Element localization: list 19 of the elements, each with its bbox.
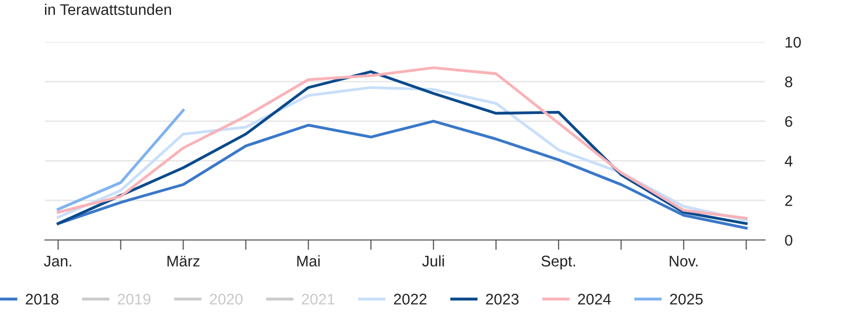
y-tick-label: 6 [785, 116, 792, 127]
y-tick-label: 0 [785, 234, 792, 246]
line-series [56, 120, 748, 230]
y-tick-label: 8 [785, 76, 792, 88]
x-tick-label: Nov. [670, 256, 698, 266]
legend-label: 2022 [394, 294, 426, 305]
x-tick-label: Mai [297, 255, 320, 266]
y-tick-label: 4 [784, 156, 792, 166]
y-tick-label: 2 [785, 195, 792, 206]
x-tick-label: Sept. [541, 256, 576, 270]
legend-label: 2018 [26, 294, 58, 305]
legend-label: 2024 [578, 294, 611, 305]
chart-subtitle: in Terawattstunden [45, 4, 171, 15]
legend-label: 2025 [670, 294, 703, 305]
x-tick-label: März [168, 256, 200, 266]
legend-label: 2023 [486, 294, 519, 305]
x-tick-label: Jan. [44, 256, 72, 266]
x-tick-label: Juli [422, 255, 444, 266]
y-tick-label: 10 [786, 36, 801, 48]
